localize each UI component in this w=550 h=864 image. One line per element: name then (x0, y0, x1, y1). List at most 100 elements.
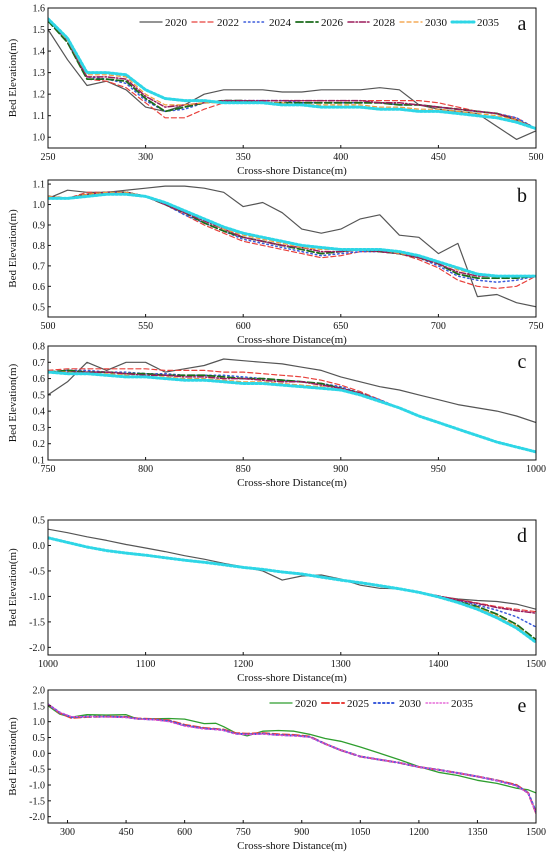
panel-d: 1000 1100 1200 1300 1400 1500 -2.0 -1.5 -1.0 -0.5… (7, 516, 546, 685)
x-axis-label: Cross-shore Distance(m) (237, 165, 347, 177)
y-tick-label: 0.6 (33, 374, 46, 385)
y-axis-label: Bed Elevation(m) (7, 548, 19, 627)
y-tick-label: 0.0 (33, 749, 46, 760)
legend-label: 2035 (451, 698, 474, 710)
y-tick-label: 1.3 (33, 68, 46, 79)
y-tick-label: -1.5 (29, 796, 45, 807)
x-tick-label: 1000 (38, 659, 58, 670)
y-tick-label: 0.7 (33, 261, 46, 272)
legend-label: 2028 (373, 17, 396, 29)
x-tick-label: 1100 (136, 659, 156, 670)
y-tick-label: 1.5 (33, 25, 46, 36)
y-tick-label: 0.1 (33, 456, 46, 467)
panel-e: 300 450 600 750 900 1050 1200 1350 1500 -2.0 -1.5 -… (7, 686, 546, 853)
x-tick-label: 750 (41, 464, 56, 475)
y-tick-label: 0.5 (33, 516, 46, 527)
series-group (48, 703, 536, 815)
series-line-2022 (48, 191, 536, 289)
x-tick-label: 750 (529, 321, 544, 332)
x-tick-label: 500 (529, 152, 544, 163)
y-tick-label: 0.6 (33, 282, 46, 293)
panel-a: 250 300 350 400 450 500 1.0 1.1 1.2 1.3 1.4 1.5 1.6 C… (7, 4, 544, 178)
legend-label: 2035 (477, 17, 500, 29)
series-line-2026 (48, 191, 536, 280)
legend-label: 2024 (269, 17, 292, 29)
panel-b: 500 550 600 650 700 750 0.5 0.6 0.7 0.8 0.9 1.0 1.1 C… (7, 179, 544, 346)
series-line-2020 (48, 358, 536, 424)
y-tick-label: 1.1 (33, 111, 46, 122)
y-tick-label: 1.0 (33, 133, 46, 144)
panel-c: 750 800 850 900 950 1000 0.1 0.2 0.3 0.4 0.5 0.6 0.7… (7, 342, 546, 490)
series-group (48, 528, 536, 644)
y-tick-label: 0.5 (33, 733, 46, 744)
x-tick-label: 900 (333, 464, 348, 475)
y-tick-label: 1.6 (33, 4, 46, 15)
x-tick-label: 950 (431, 464, 446, 475)
x-tick-label: 500 (41, 321, 56, 332)
series-group (48, 17, 536, 140)
legend: 2020 2022 2024 2026 2028 2030 2035 (139, 17, 500, 29)
x-tick-label: 450 (431, 152, 446, 163)
x-tick-label: 450 (119, 827, 134, 838)
y-tick-label: 0.5 (33, 390, 46, 401)
y-tick-label: 0.7 (33, 358, 46, 369)
x-tick-label: 700 (431, 321, 446, 332)
x-tick-label: 1200 (409, 827, 429, 838)
x-axis-label: Cross-shore Distance(m) (237, 334, 347, 346)
series-line-2020 (48, 185, 536, 308)
y-tick-label: 1.4 (33, 47, 46, 58)
panel-letter: e (518, 695, 527, 717)
y-tick-label: 2.0 (33, 686, 46, 697)
y-axis-label: Bed Elevation(m) (7, 209, 19, 288)
y-tick-label: -2.0 (29, 812, 45, 823)
y-tick-label: 0.8 (33, 342, 46, 353)
x-axis-label: Cross-shore Distance(m) (237, 840, 347, 852)
series-line-2030 (48, 191, 536, 277)
legend-label: 2025 (347, 698, 370, 710)
x-tick-label: 400 (333, 152, 348, 163)
series-line-2028 (48, 191, 536, 277)
y-tick-label: 0.3 (33, 423, 46, 434)
plot-frame (47, 7, 537, 149)
series-line-2035 (48, 192, 536, 278)
series-line-2035 (48, 536, 536, 644)
plot-frame (47, 689, 537, 824)
x-tick-label: 1200 (233, 659, 253, 670)
x-tick-label: 250 (41, 152, 56, 163)
y-tick-label: 0.9 (33, 220, 46, 231)
series-group (48, 358, 536, 454)
series-line-2030 (48, 371, 536, 453)
x-tick-label: 1050 (350, 827, 370, 838)
panel-letter: a (518, 13, 527, 35)
y-tick-label: -1.5 (29, 617, 45, 628)
panel-letter: b (517, 185, 527, 207)
x-tick-label: 600 (236, 321, 251, 332)
series-line-2020 (48, 528, 536, 610)
y-tick-label: 1.5 (33, 701, 46, 712)
x-tick-label: 350 (236, 152, 251, 163)
y-tick-label: 1.1 (33, 180, 46, 191)
legend-label: 2030 (399, 698, 422, 710)
series-line-2025 (48, 703, 536, 814)
x-tick-label: 1500 (526, 827, 546, 838)
series-line-2028 (48, 18, 536, 130)
legend-label: 2022 (217, 17, 239, 29)
y-tick-label: 1.0 (33, 200, 46, 211)
panel-letter: d (517, 525, 527, 547)
x-tick-label: 800 (138, 464, 153, 475)
panel-letter: c (518, 351, 527, 373)
x-tick-label: 300 (138, 152, 153, 163)
y-tick-label: 0.5 (33, 302, 46, 313)
x-tick-label: 1300 (331, 659, 351, 670)
y-tick-label: -1.0 (29, 781, 45, 792)
series-line-2026 (48, 369, 536, 453)
series-group (48, 185, 536, 308)
x-tick-label: 650 (333, 321, 348, 332)
plot-frame (47, 519, 537, 656)
x-tick-label: 1500 (526, 659, 546, 670)
x-tick-label: 600 (177, 827, 192, 838)
legend-label: 2026 (321, 17, 344, 29)
plot-frame (47, 179, 537, 318)
x-axis-label: Cross-shore Distance(m) (237, 672, 347, 684)
